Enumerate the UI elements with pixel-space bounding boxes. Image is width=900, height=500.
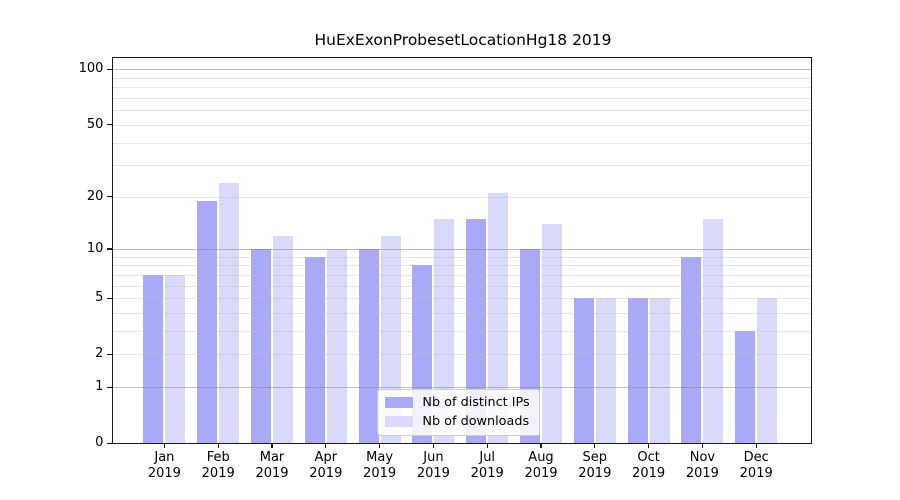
y-tick-mark [106,386,112,388]
legend: Nb of distinct IPs Nb of downloads [377,389,540,437]
x-tick-mark [486,443,488,449]
bar-distinct-ips-apr [304,256,325,444]
bar-downloads-apr [326,249,347,444]
y-tick-label: 50 [86,116,104,132]
y-tick-mark [106,248,112,250]
y-tick-label: 20 [86,188,104,204]
y-tick-mark [106,297,112,299]
gridline-minor [113,87,812,89]
y-tick-mark [106,353,112,356]
bar-downloads-feb [219,182,240,444]
bar-distinct-ips-may [358,249,379,444]
legend-label-downloads: Nb of downloads [422,414,530,430]
x-tick-mark [325,443,327,449]
x-tick-label: Jun 2019 [416,450,450,481]
gridline-minor [113,124,812,126]
gridline-major [113,68,812,70]
gridline-minor [113,313,812,314]
y-tick-mark [106,442,112,445]
gridline-minor [113,298,812,300]
gridline-major [113,248,812,250]
bar-downloads-sep [595,298,616,444]
x-tick-mark [378,443,381,449]
y-tick-label: 5 [95,290,104,306]
bar-distinct-ips-feb [197,200,218,444]
gridline-minor [113,77,812,79]
bar-downloads-jul [488,192,509,444]
y-tick-mark [106,124,112,126]
x-tick-mark [594,443,596,449]
gridline-minor [113,331,812,333]
x-tick-label: Aug 2019 [524,450,558,481]
gridline-minor [113,265,812,267]
x-tick-label: Nov 2019 [685,450,719,481]
legend-swatch-downloads [385,416,414,428]
x-tick-label: Oct 2019 [632,450,666,481]
bar-downloads-oct [649,298,670,444]
gridline-minor [113,354,812,356]
x-tick-label: Feb 2019 [201,450,235,481]
bar-downloads-nov [703,218,724,444]
gridline-minor [113,285,812,287]
x-tick-mark [647,443,650,449]
y-tick-label: 0 [95,435,104,451]
x-tick-mark [217,443,219,449]
gridline-minor [113,196,812,198]
x-tick-mark [755,443,757,449]
y-tick-mark [106,196,112,198]
gridline-minor [113,274,812,276]
legend-entry-distinct-ips: Nb of distinct IPs [385,395,530,411]
x-tick-label: Apr 2019 [309,450,343,481]
x-tick-label: Jan 2019 [147,450,181,481]
gridline-minor [113,110,812,112]
x-tick-label: May 2019 [363,450,397,481]
bar-distinct-ips-sep [573,298,594,444]
x-tick-mark [271,443,273,449]
x-tick-label: Sep 2019 [578,450,612,481]
gridline-minor [113,98,812,99]
bar-downloads-dec [757,298,778,444]
x-tick-label: Dec 2019 [739,450,773,481]
x-tick-label: Mar 2019 [255,450,289,481]
bar-downloads-aug [542,224,562,444]
chart-title: HuExExonProbesetLocationHg18 2019 [314,31,612,49]
gridline-major [113,386,812,388]
bar-distinct-ips-mar [251,249,271,444]
y-tick-label: 10 [86,241,104,257]
y-tick-mark [106,68,112,71]
bar-distinct-ips-nov [681,256,702,444]
bar-distinct-ips-dec [735,331,756,444]
plot-area: Nb of distinct IPs Nb of downloads 100 50… [79,57,813,481]
gridline-minor [113,165,812,167]
y-tick-label: 100 [78,61,104,77]
x-tick-label: Jul 2019 [470,450,504,481]
x-tick-mark [540,443,542,449]
x-tick-mark [163,443,166,449]
y-tick-label: 1 [95,379,104,395]
y-tick-label: 2 [95,346,104,362]
bar-downloads-jan [165,274,186,444]
bar-distinct-ips-jul [466,218,487,444]
legend-swatch-distinct-ips [385,397,414,409]
legend-label-distinct-ips: Nb of distinct IPs [422,395,530,411]
x-tick-mark [701,443,704,449]
bar-downloads-mar [273,235,293,444]
bar-distinct-ips-jan [143,274,164,444]
bar-downloads-jun [434,218,455,444]
gridline-minor [113,142,812,144]
x-tick-mark [432,443,435,449]
legend-entry-downloads: Nb of downloads [385,414,529,429]
gridline-minor [113,256,812,258]
bar-distinct-ips-oct [627,298,648,444]
